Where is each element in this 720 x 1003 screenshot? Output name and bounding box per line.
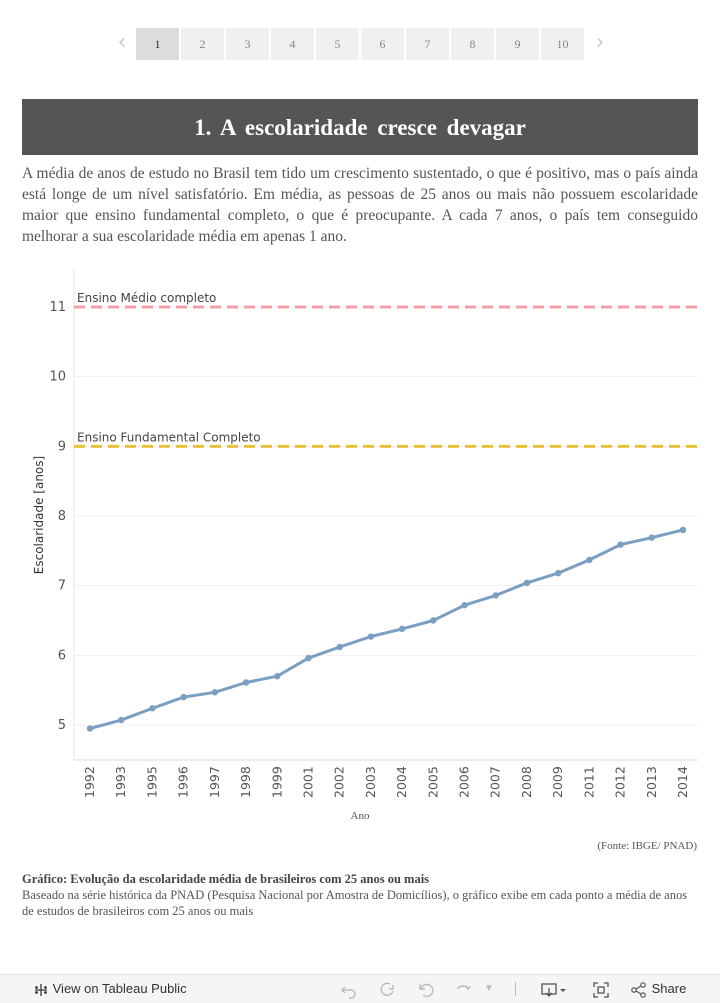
data-point[interactable]	[679, 526, 687, 534]
data-point[interactable]	[523, 579, 531, 587]
data-point[interactable]	[149, 705, 156, 712]
x-tick-label: 2005	[425, 766, 440, 798]
x-tick-label: 2009	[550, 766, 565, 798]
toolbar-divider	[515, 982, 516, 996]
data-point[interactable]	[211, 689, 219, 696]
data-point[interactable]	[586, 556, 593, 564]
data-point[interactable]	[398, 625, 406, 633]
y-tick-label: 8	[58, 509, 66, 524]
page-7-button[interactable]: 7	[406, 28, 449, 60]
page-1-button[interactable]: 1	[136, 28, 179, 60]
caption-title: Gráfico: Evolução da escolaridade média …	[22, 872, 430, 886]
page-9-button[interactable]: 9	[496, 28, 539, 60]
x-tick-label: 2001	[300, 766, 315, 798]
x-tick-label: 1997	[207, 766, 222, 798]
reference-line-label: Ensino Médio completo	[77, 291, 216, 305]
x-tick-label: 1993	[113, 766, 128, 798]
data-point[interactable]	[367, 633, 375, 640]
x-tick-label: 2008	[519, 766, 534, 798]
download-icon[interactable]	[540, 975, 568, 1003]
x-tick-label: 2006	[457, 766, 472, 798]
x-tick-label: 2002	[332, 766, 347, 798]
page-3-button[interactable]: 3	[226, 28, 269, 60]
page-2-button[interactable]: 2	[181, 28, 224, 60]
share-button[interactable]: Share	[630, 975, 686, 1003]
x-tick-label: 2014	[675, 766, 690, 798]
view-on-tableau-button[interactable]: View on Tableau Public	[33, 975, 187, 1003]
data-point[interactable]	[492, 592, 499, 599]
pause-dropdown-icon[interactable]: ▼	[484, 983, 494, 994]
page-8-button[interactable]: 8	[451, 28, 494, 60]
revert-icon[interactable]	[418, 975, 436, 1003]
y-tick-label: 5	[58, 718, 66, 733]
x-tick-label: 2011	[581, 766, 596, 798]
view-on-tableau-label: View on Tableau Public	[52, 981, 187, 996]
x-tick-label: 1996	[176, 766, 191, 798]
caption-text: Baseado na série histórica da PNAD (Pesq…	[22, 888, 688, 918]
redo-icon[interactable]	[378, 975, 396, 1003]
page-4-button[interactable]: 4	[271, 28, 314, 60]
x-tick-label: 1999	[269, 766, 284, 798]
data-point[interactable]	[180, 693, 187, 701]
line-chart: 5 6 7 8 9 10 11 Escolaridade [anos] Ensino Médio…	[32, 270, 698, 822]
next-page-chevron-icon[interactable]: ›	[595, 30, 605, 55]
chart-caption: Gráfico: Evolução da escolaridade média …	[22, 871, 698, 919]
x-tick-label: 2004	[394, 766, 409, 798]
y-tick-label: 11	[49, 300, 66, 315]
y-axis-title: Escolaridade [anos]	[32, 456, 46, 574]
intro-text: A média de anos de estudo no Brasil tem …	[22, 165, 698, 245]
fullscreen-icon[interactable]	[592, 975, 610, 1003]
undo-icon[interactable]	[340, 975, 358, 1003]
page-5-button[interactable]: 5	[316, 28, 359, 60]
data-point[interactable]	[86, 725, 94, 732]
x-tick-label: 2007	[488, 766, 503, 798]
share-icon	[631, 981, 646, 998]
data-point[interactable]	[336, 643, 343, 651]
page-10-button[interactable]: 10	[541, 28, 584, 60]
x-tick-label: 2012	[613, 766, 628, 798]
series-line	[89, 528, 684, 730]
x-tick-label: 1998	[238, 766, 253, 798]
data-point[interactable]	[118, 716, 125, 724]
y-tick-label: 6	[58, 648, 66, 663]
source-note: (Fonte: IBGE/ PNAD)	[597, 840, 697, 852]
y-tick-label: 10	[49, 370, 66, 385]
data-point[interactable]	[461, 601, 468, 609]
prev-page-chevron-icon[interactable]: ‹	[117, 30, 127, 55]
data-point[interactable]	[274, 673, 281, 680]
title-bar: 1. A escolaridade cresce devagar	[22, 99, 698, 155]
page-title: 1. A escolaridade cresce devagar	[194, 115, 526, 140]
data-point[interactable]	[242, 679, 250, 686]
data-point[interactable]	[648, 534, 655, 541]
data-point[interactable]	[305, 654, 312, 662]
tableau-toolbar: View on Tableau Public ▼ Share	[0, 974, 720, 1003]
x-axis-title: Ano	[351, 810, 370, 822]
x-tick-label: 1992	[82, 766, 97, 798]
share-label: Share	[651, 981, 687, 996]
tableau-logo-icon	[35, 983, 47, 996]
x-tick-label: 2013	[644, 766, 659, 798]
y-tick-label: 9	[58, 439, 66, 454]
x-tick-label: 1995	[144, 766, 159, 798]
data-point[interactable]	[430, 617, 437, 624]
refresh-icon[interactable]	[455, 975, 473, 1003]
data-point[interactable]	[554, 569, 562, 577]
x-tick-label: 2003	[363, 766, 378, 798]
pagination: ‹ 1 2 3 4 5 6 7 8 9 10 ›	[110, 28, 610, 60]
page-6-button[interactable]: 6	[361, 28, 404, 60]
data-point[interactable]	[617, 541, 624, 548]
reference-line-label: Ensino Fundamental Completo	[77, 430, 261, 444]
y-tick-label: 7	[58, 579, 66, 594]
